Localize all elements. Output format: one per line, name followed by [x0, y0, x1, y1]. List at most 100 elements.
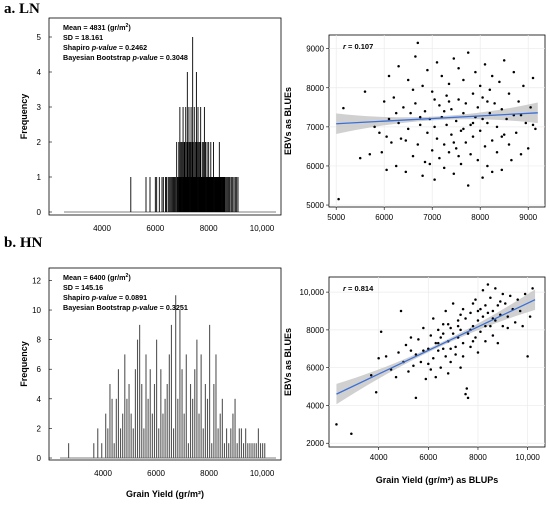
- scatter-point: [462, 111, 465, 115]
- x-axis-label: Grain Yield (gr/m²): [126, 489, 204, 499]
- y-tick-label: 5000: [306, 201, 324, 210]
- scatter-point: [379, 330, 383, 334]
- scatter-point: [488, 111, 492, 115]
- scatter-point: [495, 151, 499, 154]
- x-tick-label: 6000: [375, 213, 393, 222]
- scatter-point: [459, 366, 462, 369]
- scatter-point: [496, 304, 500, 307]
- scatter-point: [387, 117, 391, 121]
- scatter-point: [481, 288, 485, 292]
- scatter-point: [363, 90, 367, 93]
- scatter-point: [406, 78, 410, 82]
- scatter-point: [387, 74, 391, 78]
- scatter-point: [447, 151, 451, 154]
- scatter-point: [368, 152, 372, 156]
- scatter-point: [409, 349, 413, 352]
- scatter-point: [409, 336, 413, 339]
- scatter-point: [534, 127, 537, 131]
- x-tick-label: 6000: [419, 453, 437, 462]
- scatter-point: [414, 102, 417, 105]
- scatter-point: [471, 121, 475, 125]
- scatter-point: [505, 117, 508, 121]
- regression-line: [336, 112, 538, 125]
- scatter-point: [447, 100, 451, 103]
- scatter-point: [419, 360, 423, 364]
- scatter-a-scatter: r = 0.107 5000 6000 7000 8000 9000 5000 6000 700…: [283, 34, 546, 222]
- scatter-point: [512, 70, 516, 74]
- scatter-point: [531, 76, 535, 80]
- y-tick-label: 8: [37, 336, 42, 345]
- stats-line: SD = 18.161: [63, 33, 103, 42]
- scatter-point: [432, 317, 435, 320]
- scatter-point: [428, 162, 432, 166]
- scatter-point: [423, 109, 427, 113]
- scatter-point: [407, 370, 410, 373]
- x-tick-label: 9000: [519, 213, 537, 222]
- x-tick-label: 4000: [93, 224, 111, 233]
- scatter-point: [514, 131, 518, 134]
- scatter-point: [397, 121, 400, 125]
- scatter-point: [449, 347, 452, 351]
- scatter-point: [481, 315, 485, 318]
- y-tick-label: 5: [37, 33, 42, 42]
- scatter-point: [495, 125, 499, 129]
- scatter-point: [442, 143, 446, 146]
- scatter-point: [414, 55, 417, 58]
- scatter-point: [476, 309, 480, 313]
- scatter-point: [447, 82, 451, 86]
- scatter-point: [450, 133, 453, 136]
- scatter-point: [402, 106, 405, 109]
- scatter-point: [397, 351, 400, 354]
- scatter-point: [436, 328, 440, 332]
- y-tick-label: 10,000: [300, 288, 325, 297]
- scatter-point: [385, 168, 388, 172]
- y-axis-label: EBVs as BLUEs: [283, 87, 293, 155]
- scatter-point: [452, 172, 456, 176]
- scatter-point: [377, 356, 380, 360]
- scatter-point: [454, 119, 458, 123]
- scatter-point: [471, 92, 475, 95]
- stats-line: SD = 145.16: [63, 283, 103, 292]
- scatter-point: [517, 100, 520, 103]
- scatter-point: [526, 355, 529, 358]
- scatter-point: [504, 302, 507, 305]
- scatter-point: [416, 41, 420, 45]
- scatter-point: [390, 141, 393, 144]
- x-tick-label: 8000: [469, 453, 487, 462]
- x-tick-label: 6000: [146, 224, 164, 233]
- scatter-point: [490, 139, 494, 142]
- y-tick-label: 8000: [306, 84, 324, 93]
- scatter-point: [489, 324, 492, 328]
- scatter-point: [502, 59, 506, 62]
- scatter-point: [526, 147, 530, 150]
- scatter-point: [442, 166, 446, 170]
- stats-line: Bayesian Bootstrap p-value = 0.3048: [63, 53, 188, 62]
- scatter-point: [427, 347, 430, 351]
- scatter-point: [456, 324, 460, 328]
- scatter-point: [442, 109, 446, 113]
- scatter-point: [441, 322, 445, 326]
- scatter-point: [523, 292, 527, 296]
- scatter-point: [399, 309, 403, 313]
- scatter-point: [452, 57, 456, 60]
- y-tick-label: 0: [37, 208, 42, 217]
- scatter-point: [481, 176, 484, 179]
- scatter-point: [454, 147, 458, 150]
- scatter-point: [412, 364, 415, 368]
- scatter-point: [521, 324, 524, 328]
- scatter-point: [493, 102, 496, 105]
- histogram-a-hist: 0 1 2 3 4 5 4000 6000 8000 10,000 Frequency Mean = …: [19, 17, 282, 233]
- x-tick-label: 8000: [200, 224, 218, 233]
- scatter-point: [494, 287, 497, 290]
- scatter-point: [529, 106, 532, 109]
- scatter-point: [506, 315, 510, 318]
- scatter-point: [424, 377, 428, 381]
- scatter-point: [522, 84, 525, 88]
- x-axis-label: Grain Yield (gr/m²) as BLUPs: [376, 475, 499, 485]
- scatter-point: [469, 152, 472, 156]
- scatter-point: [481, 96, 484, 99]
- y-tick-label: 2000: [306, 439, 324, 448]
- scatter-point: [489, 296, 492, 300]
- x-tick-label: 8000: [200, 469, 218, 478]
